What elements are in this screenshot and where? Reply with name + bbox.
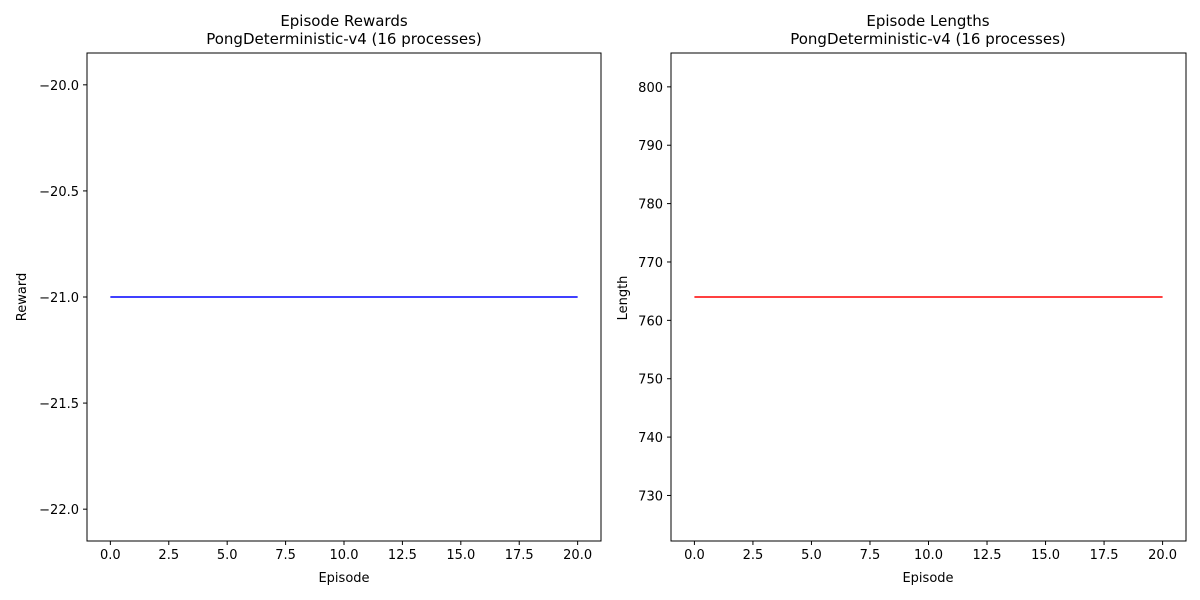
lengths-x-tick-label: 0.0 xyxy=(684,548,705,563)
lengths-x-tick-label: 15.0 xyxy=(1031,548,1060,563)
rewards-y-tick-label: −20.5 xyxy=(39,185,79,200)
rewards-x-tick-label: 15.0 xyxy=(446,548,475,563)
lengths-plot-frame xyxy=(670,52,1187,542)
rewards-x-tick-label: 7.5 xyxy=(275,548,296,563)
rewards-y-tick-label: −22.0 xyxy=(39,503,79,518)
rewards-x-tick-label: 0.0 xyxy=(100,548,121,563)
lengths-chart: Episode Lengths PongDeterministic-v4 (16… xyxy=(616,12,1187,586)
lengths-y-tick-label: 730 xyxy=(638,489,663,504)
rewards-x-axis-label: Episode xyxy=(318,571,369,586)
lengths-x-tick-label: 12.5 xyxy=(973,548,1002,563)
rewards-y-tick-label: −20.0 xyxy=(39,79,79,94)
rewards-chart: Episode Rewards PongDeterministic-v4 (16… xyxy=(15,12,602,586)
lengths-x-tick-label: 20.0 xyxy=(1148,548,1177,563)
lengths-y-axis-label: Length xyxy=(616,276,631,321)
lengths-y-tick-label: 760 xyxy=(638,314,663,329)
lengths-y-tick-label: 770 xyxy=(638,256,663,271)
rewards-plot-frame xyxy=(86,52,602,542)
lengths-y-tick-label: 750 xyxy=(638,373,663,388)
rewards-title-line-2: PongDeterministic-v4 (16 processes) xyxy=(206,30,482,48)
lengths-y-tick-label: 790 xyxy=(638,139,663,154)
lengths-y-tick-label: 800 xyxy=(638,81,663,96)
rewards-ticks: 0.0 2.5 5.0 7.5 10.0 12.5 15.0 17.5 20.0 −20.0 −20… xyxy=(39,79,592,563)
lengths-y-tick-label: 780 xyxy=(638,198,663,213)
rewards-x-tick-label: 2.5 xyxy=(158,548,179,563)
lengths-y-tick-label: 740 xyxy=(638,431,663,446)
lengths-x-axis-label: Episode xyxy=(902,571,953,586)
lengths-x-tick-label: 2.5 xyxy=(743,548,764,563)
rewards-title-line-1: Episode Rewards xyxy=(280,12,408,30)
rewards-x-tick-label: 17.5 xyxy=(505,548,534,563)
rewards-x-tick-label: 20.0 xyxy=(563,548,592,563)
rewards-y-tick-label: −21.5 xyxy=(39,397,79,412)
rewards-x-tick-label: 5.0 xyxy=(217,548,238,563)
rewards-x-tick-label: 12.5 xyxy=(388,548,417,563)
lengths-x-tick-label: 10.0 xyxy=(914,548,943,563)
rewards-x-tick-label: 10.0 xyxy=(330,548,359,563)
lengths-x-tick-label: 17.5 xyxy=(1090,548,1119,563)
lengths-title-line-2: PongDeterministic-v4 (16 processes) xyxy=(790,30,1066,48)
lengths-title-line-1: Episode Lengths xyxy=(866,12,989,30)
rewards-y-axis-label: Reward xyxy=(15,273,30,321)
lengths-ticks: 0.0 2.5 5.0 7.5 10.0 12.5 15.0 17.5 20.0 730 740 75… xyxy=(638,81,1177,563)
rewards-y-tick-label: −21.0 xyxy=(39,291,79,306)
lengths-x-tick-label: 7.5 xyxy=(860,548,881,563)
lengths-x-tick-label: 5.0 xyxy=(801,548,822,563)
